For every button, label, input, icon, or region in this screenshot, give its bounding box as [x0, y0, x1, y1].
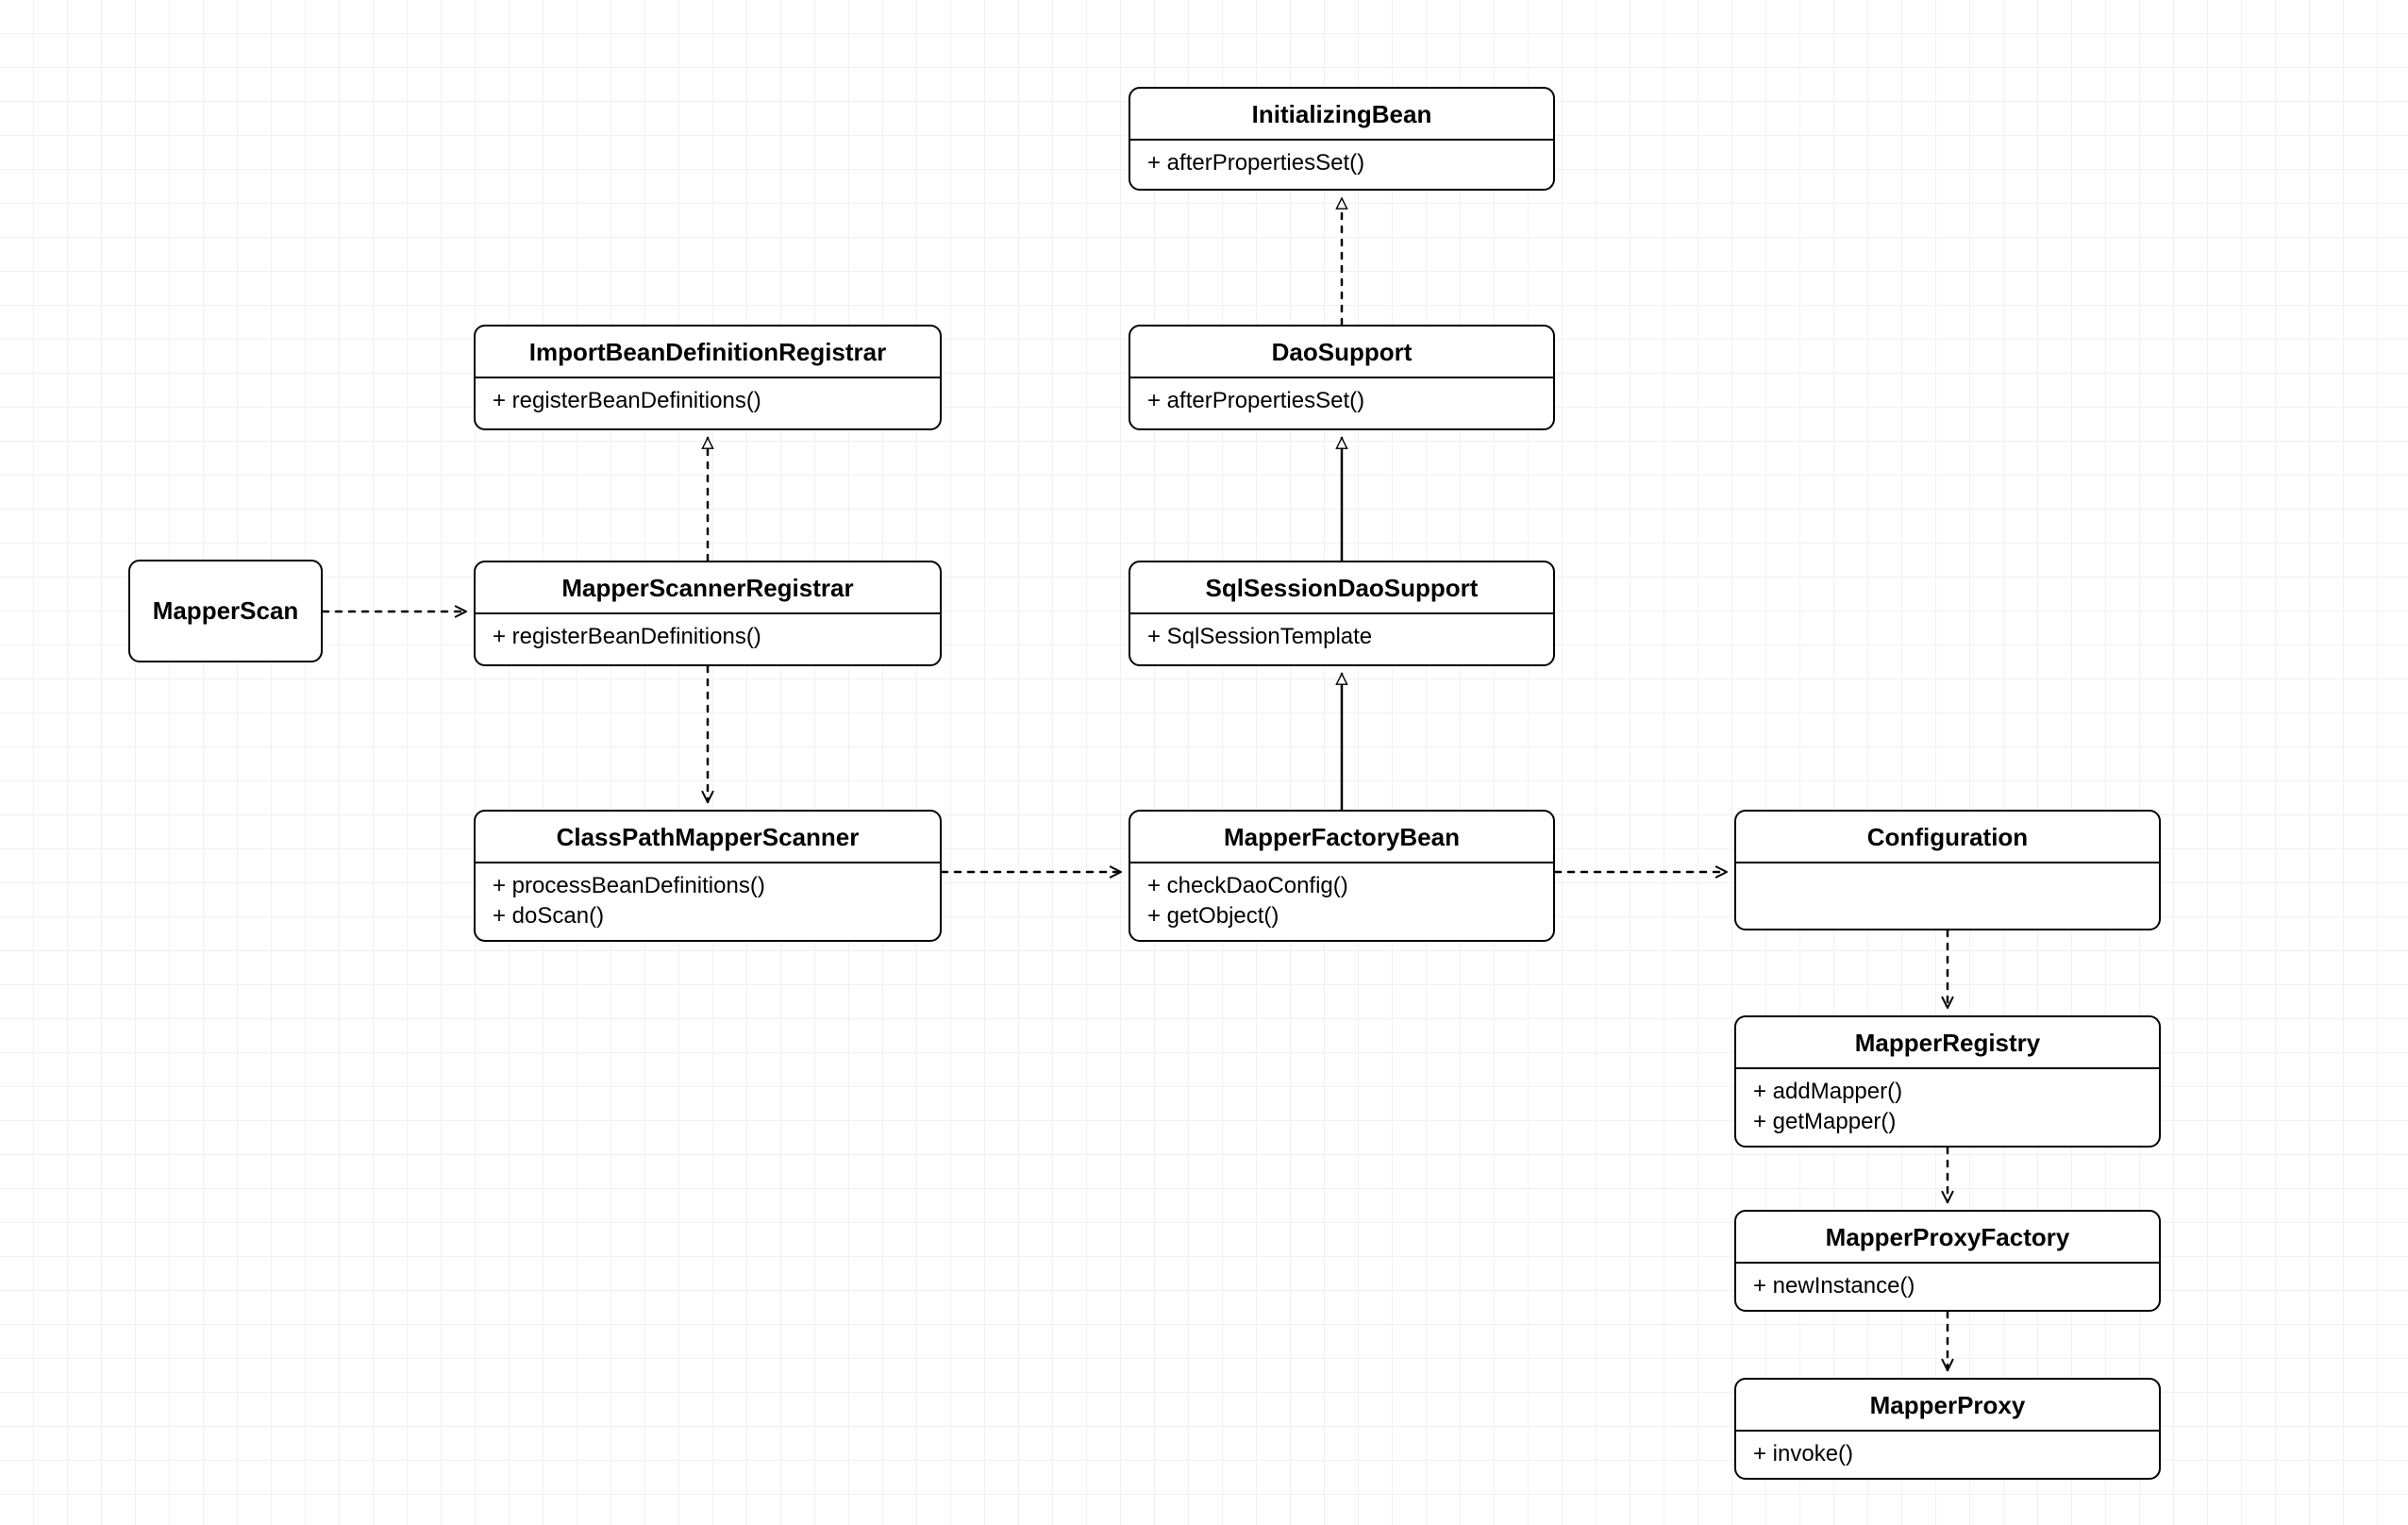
node-method: + doScan()	[493, 901, 923, 931]
node-configuration[interactable]: Configuration	[1734, 810, 2161, 930]
node-method: + SqlSessionTemplate	[1147, 622, 1536, 652]
node-mapper-proxy[interactable]: MapperProxy + invoke()	[1734, 1378, 2161, 1480]
node-method: + processBeanDefinitions()	[493, 871, 923, 901]
node-mapper-factory-bean[interactable]: MapperFactoryBean + checkDaoConfig() + g…	[1129, 810, 1555, 942]
node-title: SqlSessionDaoSupport	[1130, 562, 1553, 614]
node-title: MapperScannerRegistrar	[476, 562, 940, 614]
node-method: + registerBeanDefinitions()	[493, 386, 923, 416]
node-body: + afterPropertiesSet()	[1130, 141, 1553, 188]
node-method: + addMapper()	[1753, 1077, 2142, 1107]
node-title: ClassPathMapperScanner	[476, 812, 940, 863]
node-body: + registerBeanDefinitions()	[476, 378, 940, 426]
node-title: InitializingBean	[1130, 89, 1553, 141]
node-mapper-registry[interactable]: MapperRegistry + addMapper() + getMapper…	[1734, 1015, 2161, 1148]
node-initializing-bean[interactable]: InitializingBean + afterPropertiesSet()	[1129, 87, 1555, 191]
node-body: + checkDaoConfig() + getObject()	[1130, 863, 1553, 942]
node-body: + SqlSessionTemplate	[1130, 614, 1553, 662]
node-class-path-mapper-scanner[interactable]: ClassPathMapperScanner + processBeanDefi…	[474, 810, 942, 942]
node-body	[1736, 863, 2159, 880]
node-method: + checkDaoConfig()	[1147, 871, 1536, 901]
node-title: MapperProxyFactory	[1736, 1212, 2159, 1264]
node-method: + afterPropertiesSet()	[1147, 386, 1536, 416]
node-mapper-scanner-registrar[interactable]: MapperScannerRegistrar + registerBeanDef…	[474, 561, 942, 666]
node-body: + afterPropertiesSet()	[1130, 378, 1553, 426]
node-title: DaoSupport	[1130, 327, 1553, 378]
node-title: MapperProxy	[1736, 1380, 2159, 1432]
node-method: + newInstance()	[1753, 1271, 2142, 1301]
node-body: + invoke()	[1736, 1432, 2159, 1479]
node-sql-session-dao-support[interactable]: SqlSessionDaoSupport + SqlSessionTemplat…	[1129, 561, 1555, 666]
node-body: + registerBeanDefinitions()	[476, 614, 940, 662]
node-title: ImportBeanDefinitionRegistrar	[476, 327, 940, 378]
node-body: + processBeanDefinitions() + doScan()	[476, 863, 940, 942]
node-mapper-proxy-factory[interactable]: MapperProxyFactory + newInstance()	[1734, 1210, 2161, 1312]
node-method: + getObject()	[1147, 901, 1536, 931]
node-title: MapperRegistry	[1736, 1017, 2159, 1069]
node-title: MapperScan	[130, 561, 321, 661]
node-import-bean-definition-registrar[interactable]: ImportBeanDefinitionRegistrar + register…	[474, 325, 942, 430]
diagram-canvas: MapperScan ImportBeanDefinitionRegistrar…	[0, 0, 2408, 1525]
node-method: + invoke()	[1753, 1439, 2142, 1469]
node-title: MapperFactoryBean	[1130, 812, 1553, 863]
node-title: Configuration	[1736, 812, 2159, 863]
node-body: + newInstance()	[1736, 1264, 2159, 1311]
node-body: + addMapper() + getMapper()	[1736, 1069, 2159, 1148]
node-mapper-scan[interactable]: MapperScan	[128, 560, 323, 662]
node-method: + afterPropertiesSet()	[1147, 148, 1536, 178]
node-method: + registerBeanDefinitions()	[493, 622, 923, 652]
node-dao-support[interactable]: DaoSupport + afterPropertiesSet()	[1129, 325, 1555, 430]
node-method: + getMapper()	[1753, 1107, 2142, 1137]
